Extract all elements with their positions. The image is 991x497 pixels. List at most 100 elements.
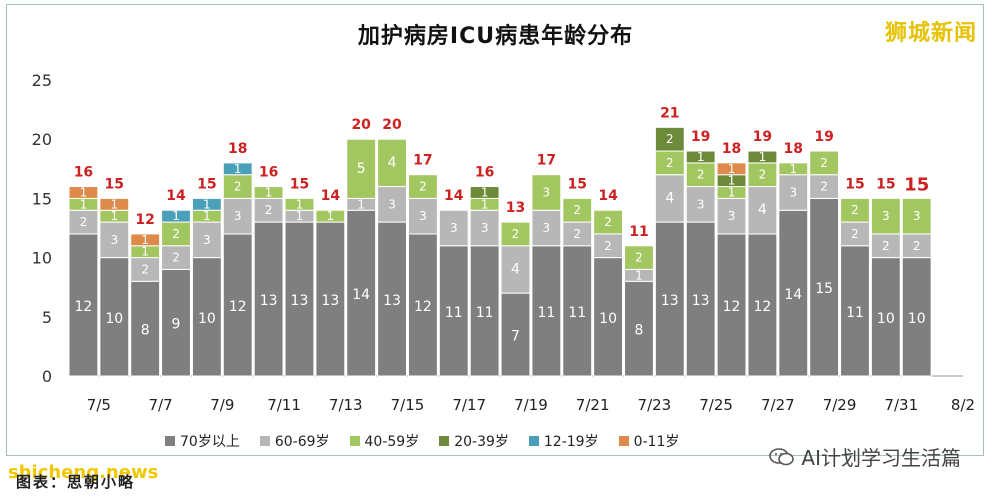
total-data-label: 15 <box>290 176 309 192</box>
segment-data-label: 3 <box>543 221 551 235</box>
y-tick-label: 25 <box>32 71 52 90</box>
segment-data-label: 11 <box>846 305 864 321</box>
segment-data-label: 1 <box>172 209 180 223</box>
bar-segment <box>870 197 901 235</box>
total-data-label: 18 <box>722 141 741 157</box>
bar-segment <box>809 197 840 377</box>
bar-segment <box>284 221 315 377</box>
chart-title: 加护病房ICU病患年龄分布 <box>357 24 634 49</box>
segment-data-label: 1 <box>728 174 736 188</box>
segment-data-label: 2 <box>141 262 149 276</box>
segment-data-label: 13 <box>692 293 710 309</box>
bar-segment <box>346 138 377 199</box>
total-data-label: 14 <box>598 188 618 204</box>
account-name: AI计划学习生活篇 <box>801 446 961 470</box>
bar-segment <box>222 197 253 235</box>
segment-data-label: 1 <box>296 209 304 223</box>
x-tick-label: 7/25 <box>699 396 733 414</box>
bar-segment <box>469 245 500 377</box>
bar-segment <box>377 186 407 223</box>
bar-segment <box>407 174 438 199</box>
segment-data-label: 10 <box>877 311 895 327</box>
legend-swatch <box>349 436 360 446</box>
total-data-label: 14 <box>166 188 186 204</box>
segment-data-label: 1 <box>296 197 304 211</box>
bar-segment <box>716 162 747 176</box>
segment-data-label: 10 <box>908 311 926 327</box>
total-data-label: 15 <box>845 176 864 192</box>
total-data-label: 16 <box>74 165 93 181</box>
bar-segment <box>778 162 809 176</box>
segment-data-label: 2 <box>512 227 520 241</box>
total-data-label: 15 <box>197 176 216 192</box>
x-tick-label: 7/7 <box>149 396 173 414</box>
segment-data-label: 1 <box>265 185 273 199</box>
segment-data-label: 2 <box>697 168 705 182</box>
total-data-label: 19 <box>753 129 772 145</box>
total-data-label: 13 <box>506 200 525 216</box>
segment-data-label: 3 <box>697 197 705 211</box>
bar-segment <box>346 209 377 377</box>
segment-data-label: 10 <box>599 311 617 327</box>
segment-data-label: 14 <box>352 287 370 303</box>
legend-swatch <box>259 436 270 446</box>
bar-segment <box>500 221 531 247</box>
legend-item-60-69: 60-69岁 <box>259 431 330 451</box>
segment-data-label: 2 <box>573 203 581 217</box>
segment-data-label: 3 <box>450 221 458 235</box>
total-data-label: 14 <box>444 188 464 204</box>
total-data-label: 19 <box>691 129 710 145</box>
segment-data-label: 3 <box>882 209 890 223</box>
x-tick-label: 7/17 <box>452 396 486 414</box>
y-tick-label: 0 <box>42 367 52 386</box>
segment-data-label: 1 <box>141 245 149 259</box>
segment-data-label: 13 <box>383 293 401 309</box>
total-data-label: 18 <box>784 141 803 157</box>
segment-data-label: 1 <box>481 185 489 199</box>
segment-data-label: 1 <box>234 162 242 176</box>
segment-data-label: 11 <box>476 305 494 321</box>
segment-data-label: 3 <box>203 233 211 247</box>
total-data-label: 15 <box>105 176 124 192</box>
segment-data-label: 9 <box>172 317 181 333</box>
segment-data-label: 1 <box>697 150 705 164</box>
bar-segment <box>191 221 222 259</box>
bar-segment <box>68 233 99 377</box>
segment-data-label: 3 <box>913 209 921 223</box>
bar-segment <box>809 150 840 176</box>
bar-segment <box>624 245 654 270</box>
bar-segment <box>253 221 284 377</box>
wechat-icon <box>769 447 795 465</box>
total-data-label: 18 <box>228 141 247 157</box>
bar-segment <box>778 174 809 211</box>
bar-segment <box>377 138 407 188</box>
bar-segment <box>654 126 685 152</box>
bar-segment <box>222 233 253 377</box>
chart-legend: 70岁以上 60-69岁 40-59岁 20-39岁 12-19岁 0-11岁 <box>165 432 699 450</box>
legend-label: 70岁以上 <box>180 434 240 450</box>
segment-data-label: 8 <box>141 323 150 339</box>
bar-segment <box>130 280 161 377</box>
legend-swatch <box>618 436 629 446</box>
bar-segment <box>99 197 130 211</box>
x-tick-label: 7/23 <box>638 396 672 414</box>
segment-data-label: 1 <box>203 209 211 223</box>
segment-data-label: 11 <box>537 305 555 321</box>
segment-data-label: 13 <box>661 293 679 309</box>
segment-data-label: 2 <box>635 251 643 265</box>
segment-data-label: 12 <box>723 299 741 315</box>
bar-segment <box>562 197 593 223</box>
bar-segment <box>716 233 747 377</box>
segment-data-label: 10 <box>105 311 123 327</box>
y-tick-label: 20 <box>32 130 52 149</box>
figure-caption: 图表：思朝小略 <box>16 473 136 491</box>
total-data-label: 21 <box>660 105 679 121</box>
total-data-label: 20 <box>382 117 402 133</box>
wechat-account-label: AI计划学习生活篇 <box>769 442 961 471</box>
segment-data-label: 2 <box>172 227 180 241</box>
segment-data-label: 15 <box>815 281 833 297</box>
segment-data-label: 3 <box>789 185 797 199</box>
segment-data-label: 2 <box>419 180 427 194</box>
segment-data-label: 3 <box>543 185 551 199</box>
